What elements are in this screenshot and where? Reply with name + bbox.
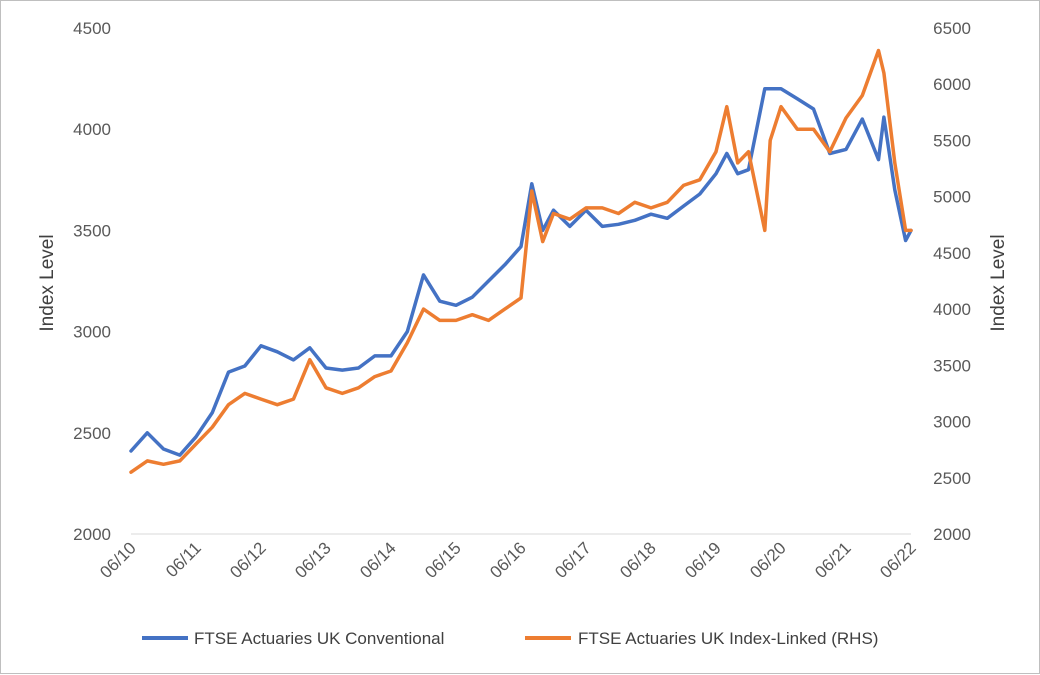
right-tick-label: 3000 <box>933 413 971 432</box>
x-tick-label: 06/20 <box>746 538 790 582</box>
left-tick-label: 4500 <box>73 19 111 38</box>
x-tick-label: 06/10 <box>96 538 140 582</box>
right-axis-title: Index Level <box>988 234 1009 331</box>
left-tick-label: 3000 <box>73 323 111 342</box>
x-tick-label: 06/16 <box>486 538 530 582</box>
x-tick-label: 06/11 <box>162 538 205 581</box>
left-tick-label: 3500 <box>73 221 111 240</box>
right-tick-label: 3500 <box>933 356 971 375</box>
right-tick-label: 4000 <box>933 300 971 319</box>
right-y-axis: 2000 2500 3000 3500 4000 4500 5000 5500 6000 6500 <box>933 19 971 544</box>
right-tick-label: 6000 <box>933 75 971 94</box>
series-layer <box>129 48 913 474</box>
x-tick-label: 06/18 <box>616 538 660 582</box>
left-tick-label: 2500 <box>73 424 111 443</box>
right-tick-label: 4500 <box>933 244 971 263</box>
left-tick-label: 2000 <box>73 525 111 544</box>
x-tick-label: 06/13 <box>291 538 335 582</box>
left-tick-label: 4000 <box>73 120 111 139</box>
x-tick-label: 06/22 <box>876 538 920 582</box>
legend-label-conventional: FTSE Actuaries UK Conventional <box>194 629 444 648</box>
x-tick-label: 06/15 <box>421 538 465 582</box>
right-tick-label: 6500 <box>933 19 971 38</box>
series-line-index-linked <box>129 48 913 474</box>
right-tick-label: 5500 <box>933 131 971 150</box>
right-tick-label: 2000 <box>933 525 971 544</box>
x-tick-label: 06/17 <box>551 538 595 582</box>
x-axis: 06/10 06/11 06/12 06/13 06/14 06/15 06/16 06/17… <box>96 538 920 582</box>
x-tick-label: 06/14 <box>356 538 400 582</box>
series-line-conventional <box>129 86 913 457</box>
right-tick-label: 2500 <box>933 469 971 488</box>
x-tick-label: 06/19 <box>681 538 725 582</box>
right-tick-label: 5000 <box>933 188 971 207</box>
legend-label-index-linked: FTSE Actuaries UK Index-Linked (RHS) <box>578 629 878 648</box>
x-tick-label: 06/21 <box>811 538 855 582</box>
left-y-axis: 2000 2500 3000 3500 4000 4500 <box>73 19 111 544</box>
left-axis-title: Index Level <box>37 234 58 331</box>
legend: FTSE Actuaries UK Conventional FTSE Actu… <box>142 629 878 648</box>
x-tick-label: 06/12 <box>226 538 270 582</box>
